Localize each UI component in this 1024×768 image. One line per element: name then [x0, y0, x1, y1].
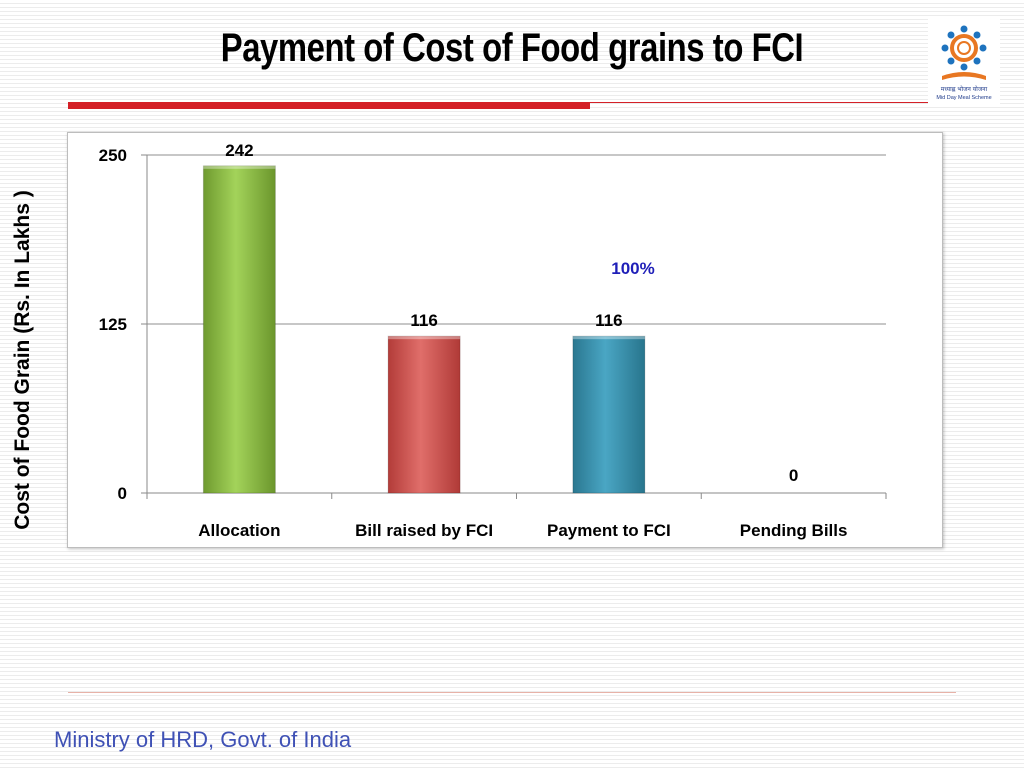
chart-frame: 0 125 250 242 Allocation 116 Bill raised by FC… — [67, 132, 943, 548]
footer-text: Ministry of HRD, Govt. of India — [54, 727, 352, 752]
x-category-label: Pending Bills — [740, 521, 848, 540]
footer-divider — [68, 692, 956, 693]
bar-highlight — [203, 165, 276, 169]
logo-emblem-icon — [941, 25, 987, 80]
y-tick-label: 0 — [118, 484, 127, 503]
y-axis-label: Cost of Food Grain (Rs. In Lakhs ) — [11, 190, 34, 530]
x-category-label: Bill raised by FCI — [355, 521, 493, 540]
bar-payment-to-fci — [572, 335, 646, 494]
bar-allocation — [202, 165, 276, 494]
x-category-label: Payment to FCI — [547, 521, 671, 540]
bar-chart: 0 125 250 242 Allocation 116 Bill raised by FC… — [99, 141, 887, 540]
data-label: 242 — [225, 141, 253, 160]
bar-bill-raised-by-fci — [387, 335, 461, 494]
slide-title: Payment of Cost of Food grains to FCI — [220, 26, 804, 70]
mid-day-meal-logo: मध्याह्न भोजन योजना Mid Day Meal Scheme — [928, 18, 1000, 104]
logo-subcaption: Mid Day Meal Scheme — [936, 95, 991, 101]
bar-highlight — [572, 336, 645, 340]
y-tick-label: 250 — [99, 146, 127, 165]
data-label: 0 — [789, 466, 798, 485]
data-label: 116 — [410, 311, 437, 330]
bar-highlight — [388, 336, 461, 340]
logo-caption: मध्याह्न भोजन योजना — [941, 85, 988, 93]
y-tick-label: 125 — [99, 315, 127, 334]
x-category-label: Allocation — [198, 521, 280, 540]
title-underline — [68, 102, 590, 109]
annotation-percentage: 100% — [611, 259, 654, 278]
data-label: 116 — [595, 311, 622, 330]
title-underline-thin — [590, 102, 930, 103]
